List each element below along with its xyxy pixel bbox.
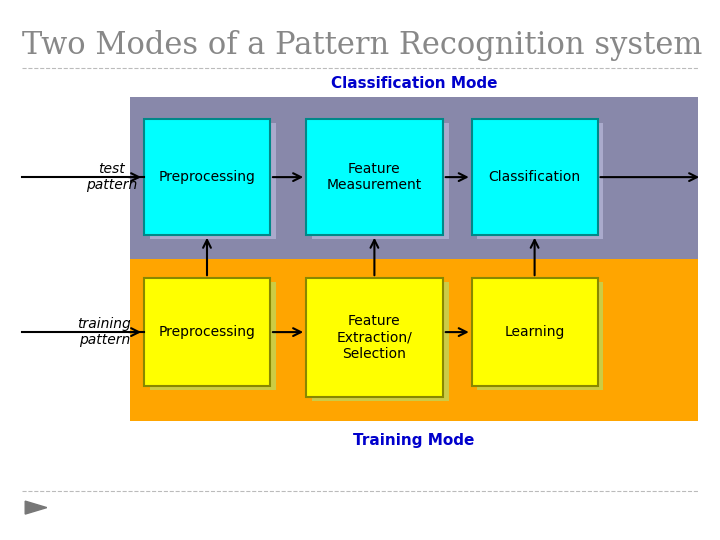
Bar — [150, 282, 276, 390]
Bar — [130, 259, 698, 421]
Text: Classification Mode: Classification Mode — [330, 76, 498, 91]
Text: test
pattern: test pattern — [86, 162, 138, 192]
Text: Two Modes of a Pattern Recognition system: Two Modes of a Pattern Recognition syste… — [22, 30, 702, 60]
Bar — [150, 123, 276, 239]
Bar — [472, 119, 598, 235]
Text: Classification: Classification — [489, 170, 580, 184]
Text: Feature
Extraction/
Selection: Feature Extraction/ Selection — [336, 314, 413, 361]
Bar — [477, 282, 603, 390]
Bar — [306, 119, 443, 235]
Bar — [477, 123, 603, 239]
Bar — [312, 123, 449, 239]
Text: Training Mode: Training Mode — [354, 433, 474, 448]
Text: Preprocessing: Preprocessing — [158, 325, 256, 339]
Bar — [306, 278, 443, 397]
Text: Feature
Measurement: Feature Measurement — [327, 162, 422, 192]
Text: training
pattern: training pattern — [78, 317, 131, 347]
Bar — [312, 282, 449, 401]
Bar — [144, 119, 270, 235]
Bar — [130, 97, 698, 259]
Text: Learning: Learning — [505, 325, 564, 339]
Bar — [472, 278, 598, 386]
Polygon shape — [25, 501, 47, 514]
Text: Preprocessing: Preprocessing — [158, 170, 256, 184]
Bar — [144, 278, 270, 386]
